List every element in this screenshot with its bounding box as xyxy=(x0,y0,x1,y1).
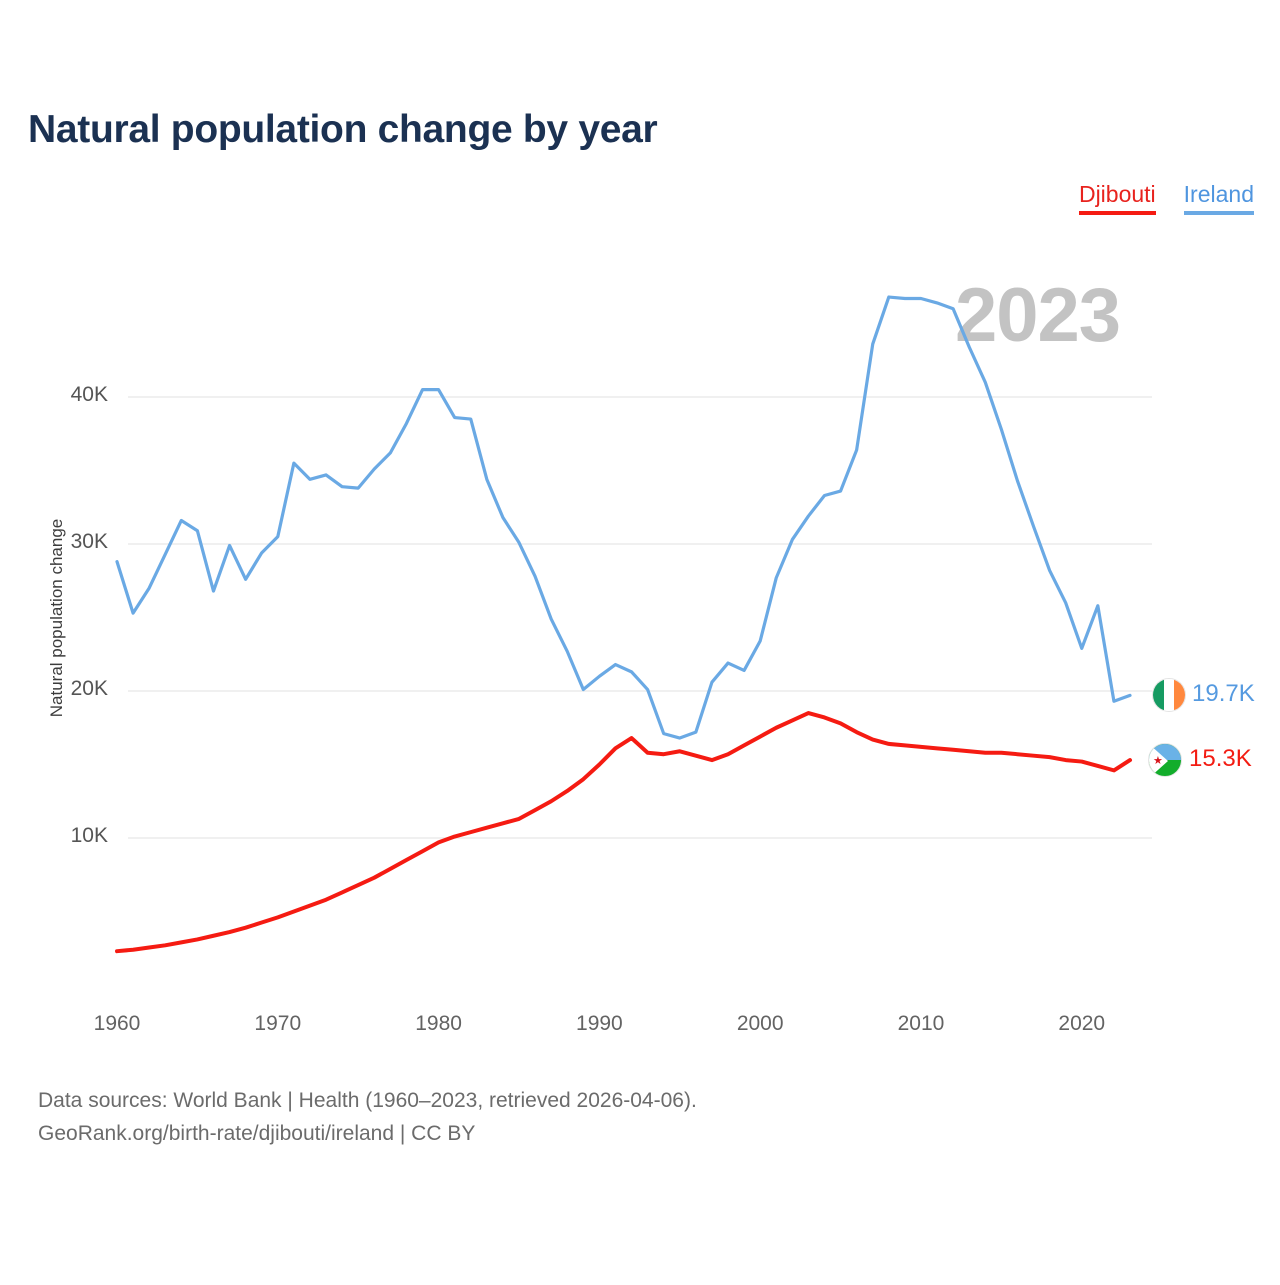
djibouti-end-value: 15.3K xyxy=(1189,745,1252,773)
ireland-end-value: 19.7K xyxy=(1192,680,1255,708)
x-tick-1970: 1970 xyxy=(254,1012,302,1035)
chart-legend: Djibouti Ireland xyxy=(1078,182,1254,216)
djibouti-flag-icon: ★ xyxy=(1148,743,1182,778)
series-line-djibouti xyxy=(115,711,1132,954)
footer-sources-line: Data sources: World Bank | Health (1960–… xyxy=(38,1089,697,1112)
y-tick-10K: 10K xyxy=(70,824,108,847)
x-tick-2000: 2000 xyxy=(736,1012,784,1035)
ireland-flag-icon xyxy=(1152,678,1186,713)
x-tick-1990: 1990 xyxy=(576,1012,623,1035)
y-tick-20K: 20K xyxy=(70,677,108,700)
end-label-layer: 19.7K ★ 15.3K xyxy=(0,0,1280,778)
page-title: Natural population change by year xyxy=(28,108,658,151)
series-line-ireland xyxy=(115,295,1132,740)
x-tick-2020: 2020 xyxy=(1058,1012,1106,1035)
x-tick-1960: 1960 xyxy=(93,1012,141,1035)
legend-item-ireland[interactable]: Ireland xyxy=(1183,182,1254,216)
x-tick-1980: 1980 xyxy=(415,1012,462,1035)
footer: Data sources: World Bank | Health (1960–… xyxy=(38,1085,697,1150)
x-tick-2010: 2010 xyxy=(897,1012,945,1035)
legend-item-djibouti[interactable]: Djibouti xyxy=(1078,182,1156,216)
footer-attribution-line[interactable]: GeoRank.org/birth-rate/djibouti/ireland … xyxy=(38,1121,476,1145)
y-tick-40K: 40K xyxy=(70,383,108,406)
year-watermark: 2023 xyxy=(955,273,1121,358)
y-tick-30K: 30K xyxy=(70,530,108,553)
